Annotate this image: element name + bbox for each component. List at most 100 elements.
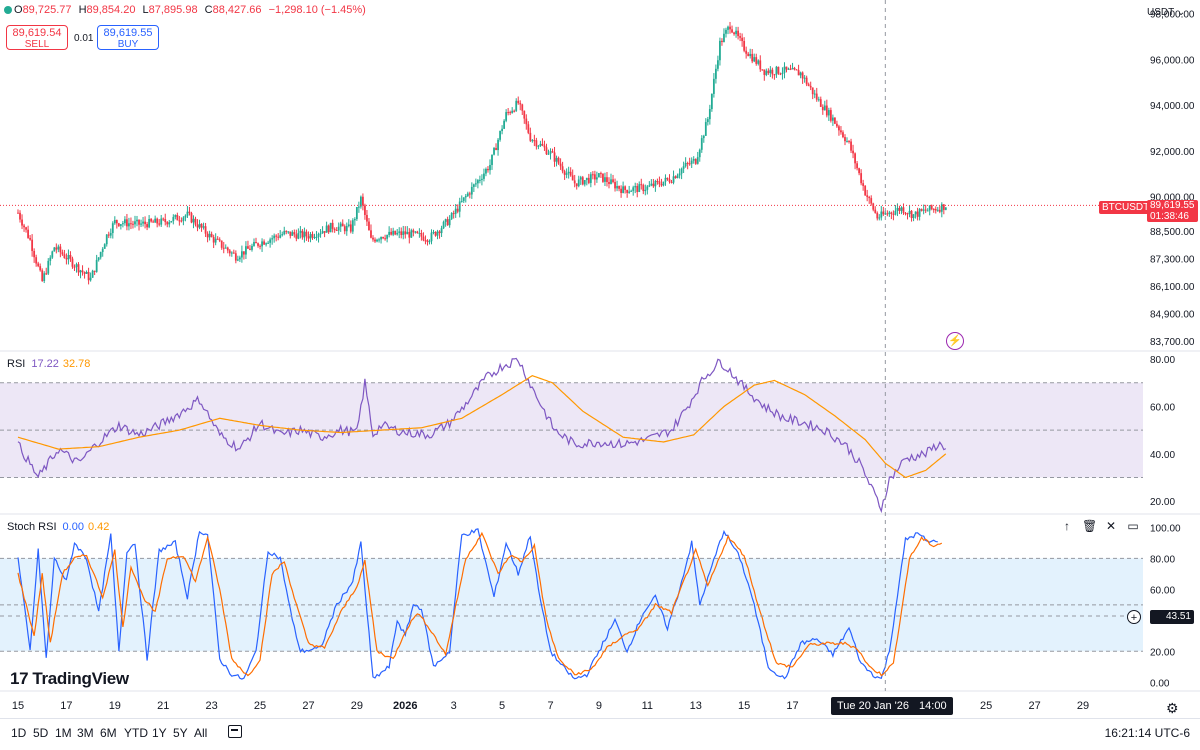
candle-body: [474, 183, 477, 185]
calendar-icon[interactable]: [228, 725, 242, 738]
candle-body: [848, 140, 850, 142]
candle-body: [743, 41, 746, 51]
candle-body: [793, 67, 796, 70]
candle-body: [704, 122, 707, 136]
candle-body: [384, 238, 387, 240]
candle-body: [932, 209, 935, 211]
arrow-up-icon[interactable]: ↑: [1064, 519, 1070, 533]
candle-body: [757, 60, 760, 64]
timeframe-ytd[interactable]: YTD: [124, 726, 148, 740]
candle-body: [549, 151, 552, 154]
candle-body: [710, 93, 713, 110]
stoch-tick-label: 60.00: [1150, 585, 1175, 596]
timeframe-all[interactable]: All: [194, 726, 208, 740]
candle-body: [890, 212, 893, 214]
candle-body: [194, 218, 197, 225]
candle-body: [555, 157, 558, 162]
candle-body: [684, 162, 687, 167]
timeframe-3m[interactable]: 3M: [77, 726, 94, 740]
chevron-down-icon: ⌄: [1176, 7, 1186, 18]
trash-icon[interactable]: 🗑: [1082, 519, 1098, 533]
candle-body: [678, 173, 681, 176]
maximize-icon[interactable]: ▭: [1127, 519, 1139, 533]
candle-body: [892, 213, 895, 215]
candle-body: [840, 130, 842, 133]
chart-canvas[interactable]: 98,000.00 96,000.00 94,000.00 92,000.00 90,0…: [0, 0, 1200, 718]
stoch-rsi-legend[interactable]: Stoch RSI 0.00 0.42: [7, 521, 109, 533]
timeframe-1y[interactable]: 1Y: [152, 726, 167, 740]
candle-body: [862, 183, 865, 186]
date-tick-label: 5: [499, 700, 505, 712]
candle-body: [464, 196, 467, 198]
candle-body: [567, 171, 570, 174]
candle-body: [878, 217, 881, 219]
candle-body: [846, 140, 848, 142]
candle-body: [476, 180, 479, 184]
candle-body: [154, 218, 157, 223]
stoch-tick-label: 20.00: [1150, 647, 1175, 658]
candle-body: [321, 231, 324, 234]
candle-body: [789, 68, 792, 70]
bottom-toolbar: 1D 5D 1M 3M 6M YTD 1Y 5Y All 16:21:14 UT…: [0, 718, 1200, 747]
candle-body: [404, 231, 407, 235]
candle-body: [297, 232, 300, 239]
candle-body: [850, 141, 852, 151]
candle-body: [119, 224, 122, 226]
candle-body: [591, 174, 594, 176]
date-tick-label: 3: [451, 700, 457, 712]
stoch-k-line: [17, 528, 938, 680]
timeframe-1d[interactable]: 1D: [11, 726, 27, 740]
candle-body: [872, 203, 875, 210]
clock[interactable]: 16:21:14 UTC-6: [1104, 726, 1190, 740]
stoch-k-value: 0.00: [62, 521, 84, 533]
candle-body: [103, 244, 106, 249]
buy-button[interactable]: 89,619.55 BUY: [97, 25, 159, 50]
candle-body: [513, 110, 516, 112]
crosshair-date: Tue 20 Jan '26: [837, 700, 910, 712]
candle-body: [454, 208, 457, 214]
candle-body: [362, 196, 364, 206]
timeframe-6m[interactable]: 6M: [100, 726, 117, 740]
candle-body: [682, 166, 685, 169]
candle-body: [721, 40, 723, 42]
candle-body: [380, 237, 382, 240]
candle-body: [353, 219, 356, 221]
rsi-legend[interactable]: RSI 17.22 32.78: [7, 358, 90, 370]
collapse-icon[interactable]: ✕: [1105, 519, 1117, 533]
candle-body: [359, 196, 362, 207]
candle-body: [708, 109, 711, 120]
candle-body: [505, 112, 508, 121]
price-tick-label: 92,000.00: [1150, 147, 1195, 158]
tradingview-logo[interactable]: 17 TradingView: [10, 669, 129, 689]
candle-body: [315, 236, 318, 238]
timeframe-1m[interactable]: 1M: [55, 726, 72, 740]
candle-body: [386, 234, 389, 239]
candle-body: [902, 207, 905, 213]
gear-icon[interactable]: ⚙: [1166, 700, 1179, 716]
candle-body: [198, 223, 201, 228]
add-plus-icon[interactable]: +: [1127, 610, 1141, 624]
candle-body: [589, 174, 592, 183]
candle-body: [918, 209, 921, 217]
candle-body: [563, 171, 566, 175]
sell-button[interactable]: 89,619.54 SELL: [6, 25, 68, 50]
candle-body: [255, 242, 257, 244]
timeframe-5y[interactable]: 5Y: [173, 726, 188, 740]
candle-body: [206, 233, 209, 238]
timeframe-5d[interactable]: 5D: [33, 726, 49, 740]
candle-body: [696, 157, 699, 164]
date-tick-label: 17: [60, 700, 72, 712]
crosshair-value-tag: 43.51: [1150, 610, 1194, 624]
candle-body: [428, 241, 431, 243]
candle-body: [41, 270, 44, 281]
candle-body: [495, 147, 497, 151]
candle-body: [811, 87, 814, 95]
candle-body: [21, 219, 23, 226]
candle-body: [285, 230, 288, 232]
candle-body: [81, 270, 84, 273]
lightning-icon[interactable]: ⚡: [946, 332, 964, 350]
candle-body: [735, 30, 737, 35]
candle-body: [852, 150, 854, 154]
currency-selector[interactable]: USDT ⌄: [1147, 7, 1185, 18]
candle-body: [265, 243, 267, 245]
